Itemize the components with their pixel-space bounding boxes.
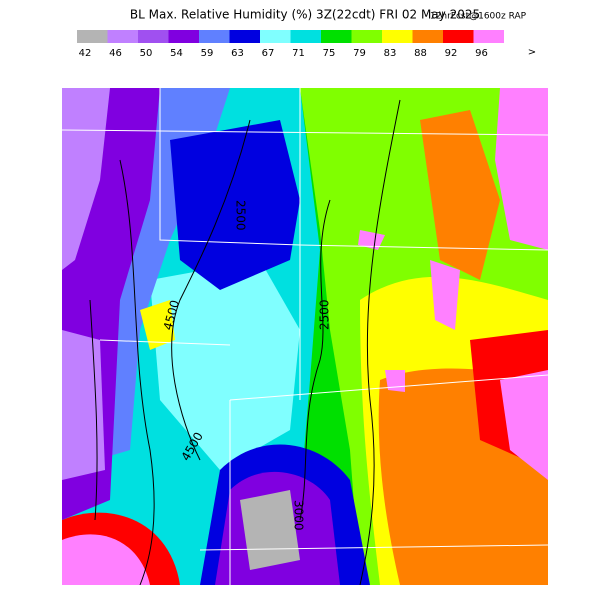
- subtitle: 12hrFcst@1600z RAP: [430, 12, 527, 22]
- legend-label: 71: [292, 48, 305, 59]
- legend-label: 92: [445, 48, 458, 59]
- legend-label: 96: [475, 48, 488, 59]
- legend-label: 46: [109, 48, 122, 59]
- legend-swatch: [77, 30, 108, 43]
- legend-swatch: [260, 30, 291, 43]
- legend-swatch: [473, 30, 504, 43]
- legend-label: 63: [231, 48, 244, 59]
- legend-swatch: [443, 30, 474, 43]
- legend-swatch: [412, 30, 443, 43]
- legend-label: 59: [201, 48, 214, 59]
- legend-label: 50: [140, 48, 153, 59]
- legend-label: 67: [262, 48, 275, 59]
- legend-swatch: [382, 30, 413, 43]
- legend-swatch: [168, 30, 199, 43]
- legend-label: 79: [353, 48, 366, 59]
- legend-swatch: [199, 30, 230, 43]
- legend-swatch: [351, 30, 382, 43]
- legend-label: 88: [414, 48, 427, 59]
- contour-label: 2500: [234, 200, 248, 231]
- legend-label: 54: [170, 48, 183, 59]
- legend-swatch: [321, 30, 352, 43]
- legend-more: >: [528, 47, 536, 58]
- legend: 42 46 50 54 59 63 67 71 75 79 83 88 92 96: [77, 30, 504, 59]
- legend-swatch: [229, 30, 260, 43]
- legend-swatch: [138, 30, 169, 43]
- contour-label: 2500: [318, 299, 332, 330]
- legend-label: 83: [384, 48, 397, 59]
- map: 2500 4500 2500 4500 3000: [62, 88, 548, 585]
- legend-label: 75: [323, 48, 336, 59]
- legend-label: 42: [79, 48, 92, 59]
- legend-swatch: [107, 30, 138, 43]
- legend-swatch: [290, 30, 321, 43]
- title: BL Max. Relative Humidity (%) 3Z(22cdt) …: [130, 8, 480, 22]
- contour-label: 3000: [292, 500, 306, 531]
